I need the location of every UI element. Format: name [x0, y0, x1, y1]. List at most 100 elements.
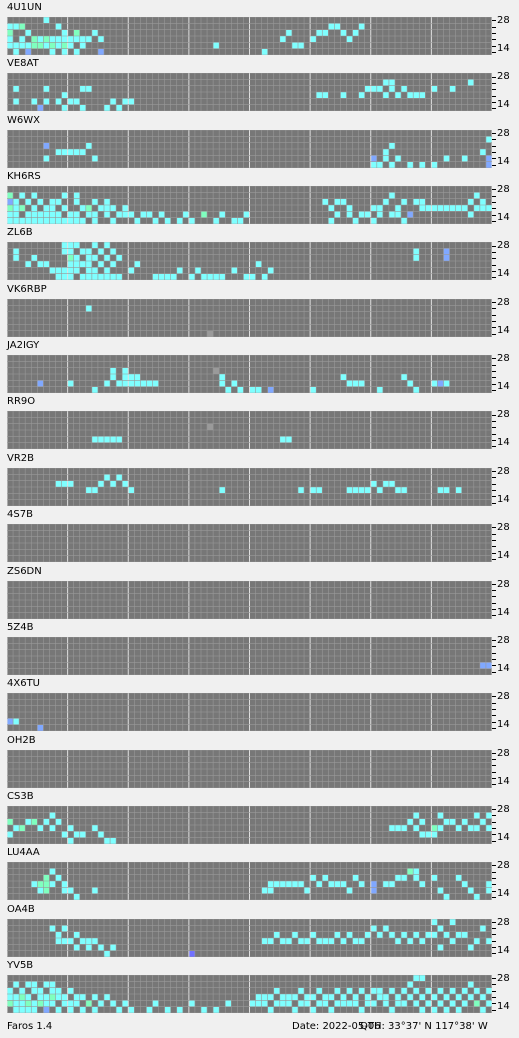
signal-cell: [116, 380, 123, 387]
signal-cell: [243, 211, 250, 218]
propagation-grid[interactable]: [7, 467, 492, 506]
signal-cell: [67, 274, 74, 281]
band-axis: 28 14: [492, 354, 519, 393]
signal-cell: [43, 42, 50, 49]
signal-cell: [413, 974, 420, 982]
signal-cell: [91, 267, 98, 275]
signal-cell: [473, 824, 480, 832]
signal-cell: [25, 1000, 32, 1007]
signal-cell: [304, 937, 311, 944]
signal-cell: [61, 148, 68, 156]
signal-cell: [213, 1006, 220, 1013]
signal-cell: [479, 205, 486, 212]
propagation-grid[interactable]: [7, 355, 492, 394]
signal-cell: [219, 374, 226, 381]
callsign-label: VK6RBP: [7, 283, 47, 295]
propagation-grid[interactable]: [7, 73, 492, 112]
signal-cell: [388, 79, 395, 87]
band-axis: 28 14: [492, 185, 519, 224]
signal-cell: [455, 486, 462, 494]
propagation-grid[interactable]: [7, 411, 492, 450]
signal-cell: [91, 486, 98, 494]
signal-cell: [13, 23, 20, 30]
propagation-grid[interactable]: [7, 242, 492, 281]
signal-cell: [55, 818, 62, 825]
signal-cell: [358, 987, 365, 994]
signal-cell: [13, 98, 20, 106]
signal-cell: [285, 436, 292, 444]
signal-cell: [346, 205, 353, 212]
axis-tick: [492, 158, 496, 160]
propagation-grid[interactable]: [7, 580, 492, 619]
propagation-grid[interactable]: [7, 693, 492, 732]
signal-cell: [443, 248, 450, 256]
signal-cell: [152, 217, 159, 225]
propagation-grid[interactable]: [7, 17, 492, 55]
signal-cell: [67, 480, 74, 487]
signal-cell: [31, 987, 38, 994]
signal-cell: [479, 818, 486, 825]
signal-cell: [449, 987, 456, 994]
band-axis: 28 14: [492, 523, 519, 562]
signal-cell: [376, 931, 383, 938]
signal-cell: [358, 92, 365, 99]
signal-cell: [388, 142, 395, 149]
band-axis: 28 14: [492, 861, 519, 900]
propagation-grid[interactable]: [7, 974, 492, 1013]
axis-tick: [492, 652, 496, 654]
axis-tick: [492, 245, 496, 247]
signal-cell: [55, 42, 62, 49]
signal-cell: [473, 812, 480, 819]
signal-cell: [73, 217, 80, 225]
axis-tick: [492, 108, 496, 110]
signal-cell: [213, 217, 220, 225]
signal-cell: [85, 255, 92, 262]
axis-tick: [492, 947, 496, 949]
propagation-grid[interactable]: [7, 298, 492, 337]
axis-tick: [492, 558, 496, 560]
signal-cell: [304, 1000, 311, 1007]
signal-cell: [461, 205, 468, 212]
signal-cell: [73, 148, 80, 156]
axis-tick: [492, 615, 496, 617]
axis-label-bottom: 14: [497, 43, 510, 54]
signal-cell: [407, 993, 414, 1001]
signal-cell: [61, 242, 68, 249]
signal-cell: [91, 211, 98, 218]
signal-cell: [110, 217, 117, 225]
signal-cell: [67, 148, 74, 156]
propagation-grid[interactable]: [7, 749, 492, 788]
propagation-grid[interactable]: [7, 129, 492, 168]
signal-cell: [61, 105, 68, 112]
axis-label-top: 28: [497, 578, 510, 590]
signal-cell: [19, 1000, 26, 1007]
signal-cell: [140, 211, 147, 218]
propagation-grid[interactable]: [7, 524, 492, 563]
signal-cell: [25, 1006, 32, 1013]
signal-cell: [473, 893, 480, 901]
propagation-grid[interactable]: [7, 186, 492, 225]
beacon-kh6rs: KH6RS 28 14: [0, 171, 519, 227]
axis-label-bottom: 14: [497, 155, 510, 167]
signal-cell: [437, 205, 444, 212]
signal-cell: [79, 993, 86, 1001]
axis-tick: [492, 921, 496, 923]
propagation-grid[interactable]: [7, 805, 492, 844]
beacon-ve8at: VE8AT 28 14: [0, 58, 519, 114]
signal-cell: [97, 248, 104, 256]
propagation-grid[interactable]: [7, 918, 492, 957]
signal-cell: [358, 486, 365, 494]
signal-cell: [49, 267, 56, 275]
beacon-rr9o: RR9O 28 14: [0, 396, 519, 452]
signal-cell: [61, 36, 68, 43]
signal-cell: [395, 824, 402, 832]
axis-tick: [492, 671, 496, 673]
signal-cell: [437, 824, 444, 832]
signal-cell: [449, 205, 456, 212]
signal-cell: [110, 248, 117, 256]
signal-cell: [85, 211, 92, 218]
propagation-grid[interactable]: [7, 636, 492, 675]
signal-cell: [67, 255, 74, 262]
beacon-vk6rbp: VK6RBP 28 14: [0, 284, 519, 340]
propagation-grid[interactable]: [7, 862, 492, 901]
